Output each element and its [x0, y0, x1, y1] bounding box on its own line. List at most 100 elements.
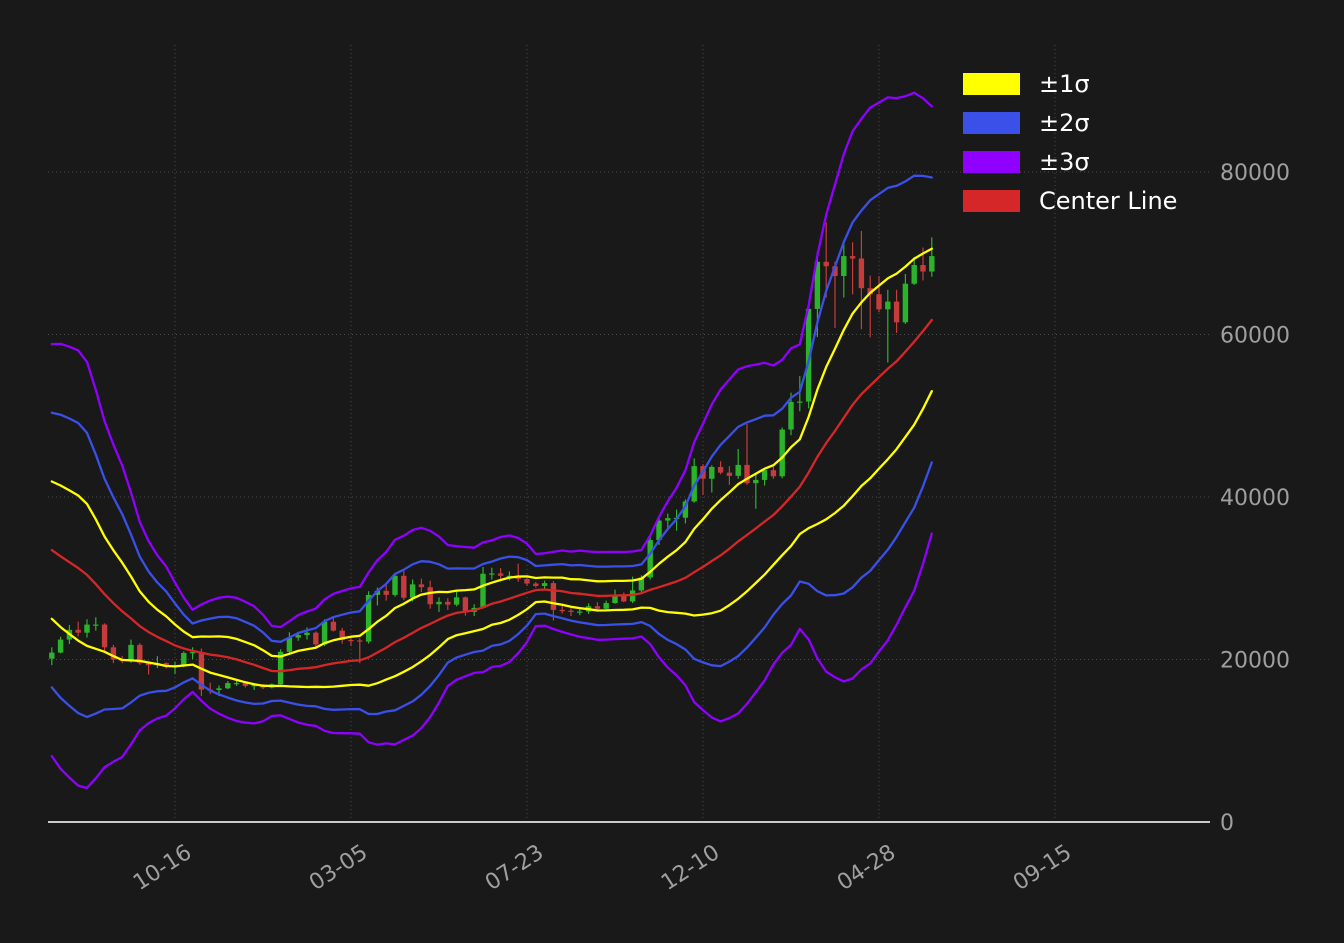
candle-up — [902, 283, 909, 323]
band-upper-sigma3 — [50, 91, 933, 629]
candle-up — [189, 652, 196, 654]
band-upper-sigma1 — [50, 247, 933, 658]
candle-up — [374, 590, 381, 595]
candle-up — [929, 256, 935, 272]
y-tick-label: 60000 — [1220, 324, 1290, 349]
candle-up — [805, 308, 812, 402]
candle-down — [401, 575, 407, 598]
candle-down — [101, 624, 108, 648]
candle-up — [436, 601, 442, 605]
legend-label-sigma2: ±2σ — [1039, 108, 1090, 137]
candle-down — [242, 683, 249, 686]
candle-up — [506, 575, 513, 578]
candle-up — [225, 683, 231, 689]
legend-swatch-sigma1-icon — [963, 72, 1020, 95]
candle-up — [656, 520, 662, 541]
candle-up — [489, 573, 495, 575]
candle-up — [665, 518, 671, 521]
candle-down — [418, 584, 425, 588]
legend-swatch-center-line-icon — [963, 189, 1020, 212]
candle-up — [753, 479, 759, 484]
candle-down — [524, 579, 530, 584]
legend-item-sigma2: ±2σ — [963, 103, 1177, 142]
candle-down — [893, 301, 900, 323]
candle-up — [84, 624, 90, 633]
candle-down — [313, 632, 319, 645]
candle-up — [797, 401, 803, 403]
candle-down — [145, 663, 152, 666]
candle-up — [814, 261, 821, 309]
candle-down — [462, 597, 469, 612]
band-upper-sigma2 — [50, 174, 933, 643]
candle-down — [330, 621, 337, 631]
candle-down — [445, 601, 451, 605]
band-lower-sigma2 — [50, 461, 933, 719]
center-line — [50, 318, 933, 673]
candle-down — [744, 464, 750, 484]
candle-down — [137, 644, 143, 664]
candle-down — [770, 470, 777, 477]
legend-swatch-sigma3-icon — [963, 150, 1020, 173]
x-tick-label: 03-05 — [305, 840, 372, 896]
candle-down — [427, 587, 433, 605]
candle-up — [57, 639, 64, 653]
legend: ±1σ ±2σ ±3σ Center Line — [963, 64, 1177, 220]
candle-up — [638, 577, 645, 591]
candle-down — [849, 256, 856, 259]
candle-up — [321, 621, 328, 645]
y-tick-label: 20000 — [1220, 649, 1290, 674]
candle-up — [577, 611, 583, 613]
candle-down — [594, 606, 601, 609]
candle-down — [110, 647, 117, 660]
legend-item-sigma1: ±1σ — [963, 64, 1177, 103]
candle-down — [867, 288, 873, 295]
candle-up — [885, 301, 891, 310]
candle-up — [93, 624, 99, 626]
x-tick-label: 10-16 — [129, 840, 196, 896]
candle-down — [726, 472, 733, 476]
y-tick-label: 40000 — [1220, 486, 1290, 511]
candle-up — [277, 651, 284, 685]
legend-label-sigma1: ±1σ — [1039, 69, 1090, 98]
x-tick-label: 07-23 — [481, 840, 548, 896]
candle-up — [735, 464, 741, 476]
candle-down — [717, 466, 724, 473]
x-tick-label: 12-10 — [657, 840, 724, 896]
candle-up — [392, 575, 398, 595]
candle-up — [128, 644, 134, 662]
candle-down — [832, 266, 838, 276]
candle-down — [920, 265, 926, 272]
candle-up — [453, 597, 460, 605]
x-tick-label: 04-28 — [833, 840, 900, 896]
legend-item-center-line: Center Line — [963, 181, 1177, 220]
candle-up — [647, 540, 653, 578]
candle-down — [621, 594, 627, 602]
legend-item-sigma3: ±3σ — [963, 142, 1177, 181]
candle-down — [533, 583, 539, 586]
candle-down — [198, 652, 205, 690]
candle-up — [709, 466, 715, 479]
candle-down — [823, 261, 829, 267]
candle-up — [409, 584, 416, 598]
candle-up — [365, 594, 372, 642]
candle-up — [304, 632, 310, 636]
legend-label-sigma3: ±3σ — [1039, 147, 1090, 176]
legend-label-center-line: Center Line — [1039, 186, 1178, 215]
band-lower-sigma3 — [50, 532, 933, 790]
candle-down — [497, 573, 504, 576]
candle-up — [541, 583, 548, 586]
candle-up — [603, 603, 609, 609]
candle-up — [612, 594, 618, 604]
candle-down — [383, 590, 389, 595]
candle-down — [876, 294, 882, 310]
candle-up — [295, 635, 301, 638]
candle-up — [911, 265, 917, 284]
candle-up — [841, 256, 847, 276]
candle-down — [559, 609, 565, 612]
candle-up — [682, 501, 689, 518]
candle-down — [348, 640, 354, 642]
candle-up — [779, 429, 785, 477]
candle-down — [75, 629, 81, 633]
candle-up — [286, 637, 293, 652]
